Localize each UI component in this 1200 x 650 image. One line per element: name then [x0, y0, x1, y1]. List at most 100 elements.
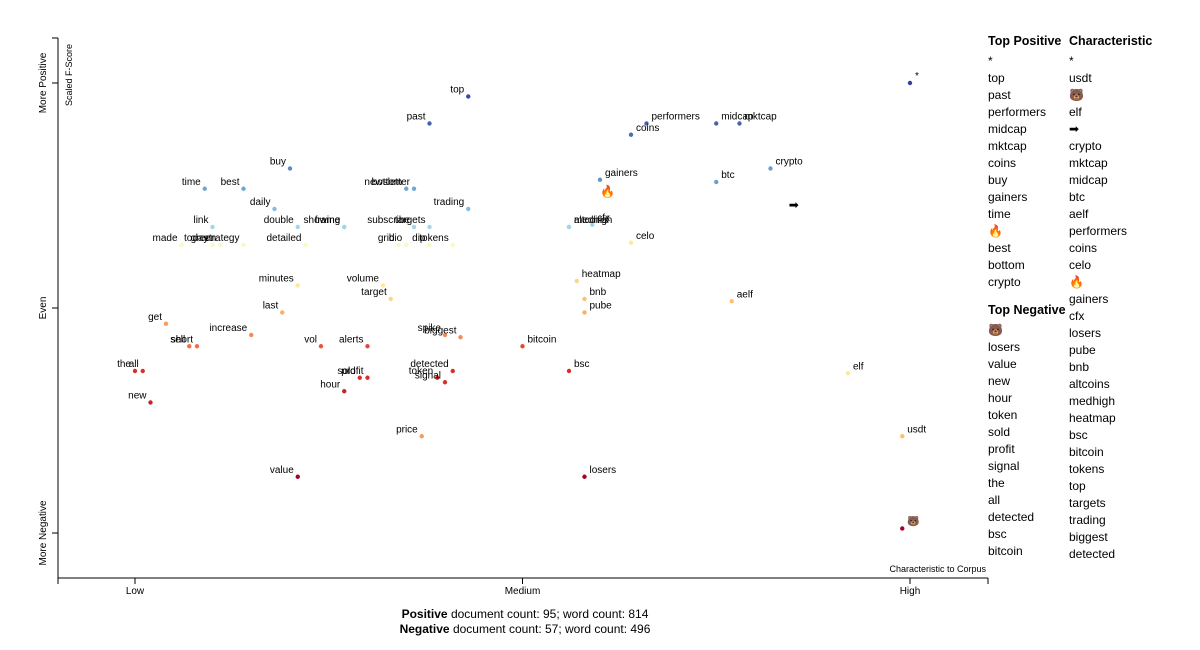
top-negative-term[interactable]: hour [988, 391, 1013, 405]
top-negative-term[interactable]: new [988, 374, 1011, 388]
point-hour[interactable] [342, 389, 347, 394]
characteristic-term[interactable]: cfx [1069, 309, 1085, 323]
characteristic-term[interactable]: * [1069, 54, 1074, 68]
point-midcap[interactable] [714, 121, 719, 126]
point-sold[interactable] [357, 375, 362, 380]
characteristic-term[interactable]: medhigh [1069, 394, 1116, 408]
characteristic-term[interactable]: losers [1069, 326, 1102, 340]
characteristic-term[interactable]: targets [1069, 496, 1106, 510]
point-btc[interactable] [714, 179, 719, 185]
point-coins[interactable] [628, 132, 634, 137]
point-gainers[interactable] [597, 177, 603, 182]
characteristic-term[interactable]: bsc [1069, 428, 1088, 442]
characteristic-term[interactable]: btc [1069, 190, 1086, 204]
characteristic-term[interactable]: celo [1069, 258, 1092, 272]
point-showing[interactable] [342, 224, 347, 230]
point-grid[interactable] [396, 242, 401, 248]
characteristic-term[interactable]: pube [1069, 343, 1096, 357]
point-time[interactable] [202, 186, 207, 191]
point-celo[interactable] [628, 240, 634, 245]
point-new[interactable] [148, 400, 153, 405]
top-positive-term[interactable]: best [988, 241, 1011, 255]
characteristic-term[interactable]: 🐻 [1069, 88, 1084, 102]
point-best[interactable] [241, 186, 246, 191]
top-negative-term[interactable]: 🐻 [988, 323, 1003, 337]
characteristic-term[interactable]: top [1069, 479, 1086, 493]
top-negative-term[interactable]: bitcoin [988, 544, 1023, 558]
point-crypto[interactable] [768, 166, 773, 171]
point-tokens[interactable] [450, 242, 455, 248]
top-negative-term[interactable]: losers [988, 340, 1021, 354]
point-last[interactable] [280, 310, 285, 315]
characteristic-term[interactable]: heatmap [1069, 411, 1116, 425]
characteristic-term[interactable]: coins [1069, 241, 1098, 255]
point-bio[interactable] [404, 242, 409, 248]
top-negative-term[interactable]: profit [988, 442, 1015, 456]
point-profit[interactable] [365, 375, 370, 380]
characteristic-term[interactable]: aelf [1069, 207, 1089, 221]
top-positive-term[interactable]: performers [988, 105, 1047, 119]
characteristic-term[interactable]: 🔥 [1069, 275, 1084, 289]
top-positive-term[interactable]: bottom [988, 258, 1025, 272]
characteristic-term[interactable]: detected [1069, 547, 1116, 561]
characteristic-term[interactable]: crypto [1069, 139, 1102, 153]
point-trading[interactable] [466, 206, 471, 212]
characteristic-term[interactable]: trading [1069, 513, 1106, 527]
point-targets[interactable] [427, 224, 432, 230]
characteristic-term[interactable]: midcap [1069, 173, 1108, 187]
point-biggest[interactable] [458, 335, 463, 340]
top-positive-term[interactable]: midcap [988, 122, 1027, 136]
top-negative-term[interactable]: value [988, 357, 1017, 371]
characteristic-term[interactable]: elf [1069, 105, 1082, 119]
point-alerts[interactable] [365, 344, 370, 349]
point-daily[interactable] [272, 206, 277, 212]
top-negative-term[interactable]: all [988, 493, 1001, 507]
top-positive-term[interactable]: buy [988, 173, 1008, 187]
point-detailed[interactable] [303, 242, 308, 248]
point-bsc[interactable] [566, 368, 572, 374]
point-symbol[interactable] [907, 80, 913, 86]
point-past[interactable] [427, 121, 432, 126]
point-made[interactable] [179, 242, 184, 248]
point-strategy[interactable] [241, 242, 246, 248]
top-positive-term[interactable]: coins [988, 156, 1017, 170]
point-cfx[interactable] [590, 222, 595, 227]
top-positive-term[interactable]: past [988, 88, 1011, 102]
point-double[interactable] [295, 224, 300, 230]
point-short[interactable] [194, 344, 200, 349]
top-positive-term[interactable]: 🔥 [988, 224, 1003, 238]
point-signal[interactable] [442, 380, 448, 385]
point-sell[interactable] [187, 344, 192, 349]
top-negative-term[interactable]: the [988, 476, 1005, 490]
point-symbol[interactable] [900, 526, 905, 531]
point-mktcap[interactable] [737, 121, 742, 126]
point-price[interactable] [419, 434, 424, 439]
characteristic-term[interactable]: usdt [1069, 71, 1092, 85]
point-vol[interactable] [318, 344, 324, 349]
top-negative-term[interactable]: bsc [988, 527, 1007, 541]
point-token[interactable] [435, 375, 440, 380]
point-pube[interactable] [582, 310, 587, 315]
point-link[interactable] [210, 224, 215, 230]
point-dip[interactable] [427, 242, 432, 248]
point-bnb[interactable] [582, 296, 587, 302]
point-spike[interactable] [442, 332, 448, 338]
point-bitcoin[interactable] [520, 344, 525, 349]
point-all[interactable] [140, 368, 145, 374]
point-increase[interactable] [249, 332, 254, 338]
top-negative-term[interactable]: detected [988, 510, 1035, 524]
characteristic-term[interactable]: altcoins [1069, 377, 1110, 391]
point-elf[interactable] [845, 371, 851, 376]
point-heatmap[interactable] [574, 278, 579, 284]
top-negative-term[interactable]: signal [988, 459, 1020, 473]
point-losers[interactable] [582, 474, 587, 479]
point-target[interactable] [388, 296, 393, 302]
top-negative-term[interactable]: token [988, 408, 1018, 422]
point-today[interactable] [210, 242, 215, 248]
top-positive-term[interactable]: mktcap [988, 139, 1027, 153]
point-detected[interactable] [450, 368, 455, 374]
point-performers[interactable] [644, 121, 649, 126]
point-green[interactable] [218, 242, 223, 248]
top-positive-term[interactable]: gainers [988, 190, 1028, 204]
point-aelf[interactable] [729, 299, 734, 304]
